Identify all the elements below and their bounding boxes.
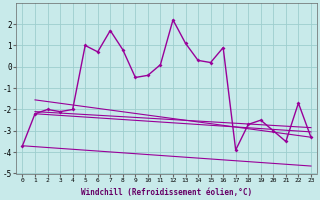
X-axis label: Windchill (Refroidissement éolien,°C): Windchill (Refroidissement éolien,°C) [81,188,252,197]
